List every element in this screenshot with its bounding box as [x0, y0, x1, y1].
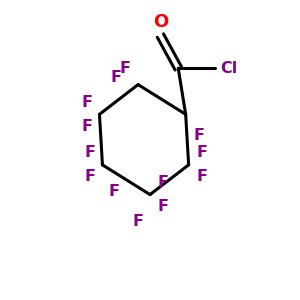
Text: Cl: Cl: [220, 61, 237, 76]
Text: O: O: [153, 13, 168, 31]
Text: F: F: [109, 184, 120, 199]
Text: F: F: [196, 169, 207, 184]
Text: F: F: [158, 199, 168, 214]
Text: F: F: [133, 214, 144, 229]
Text: F: F: [158, 175, 168, 190]
Text: F: F: [193, 128, 204, 143]
Text: F: F: [111, 70, 122, 85]
Text: F: F: [196, 146, 207, 160]
Text: F: F: [81, 119, 92, 134]
Text: F: F: [84, 169, 95, 184]
Text: F: F: [120, 61, 131, 76]
Text: F: F: [81, 95, 92, 110]
Text: F: F: [84, 146, 95, 160]
